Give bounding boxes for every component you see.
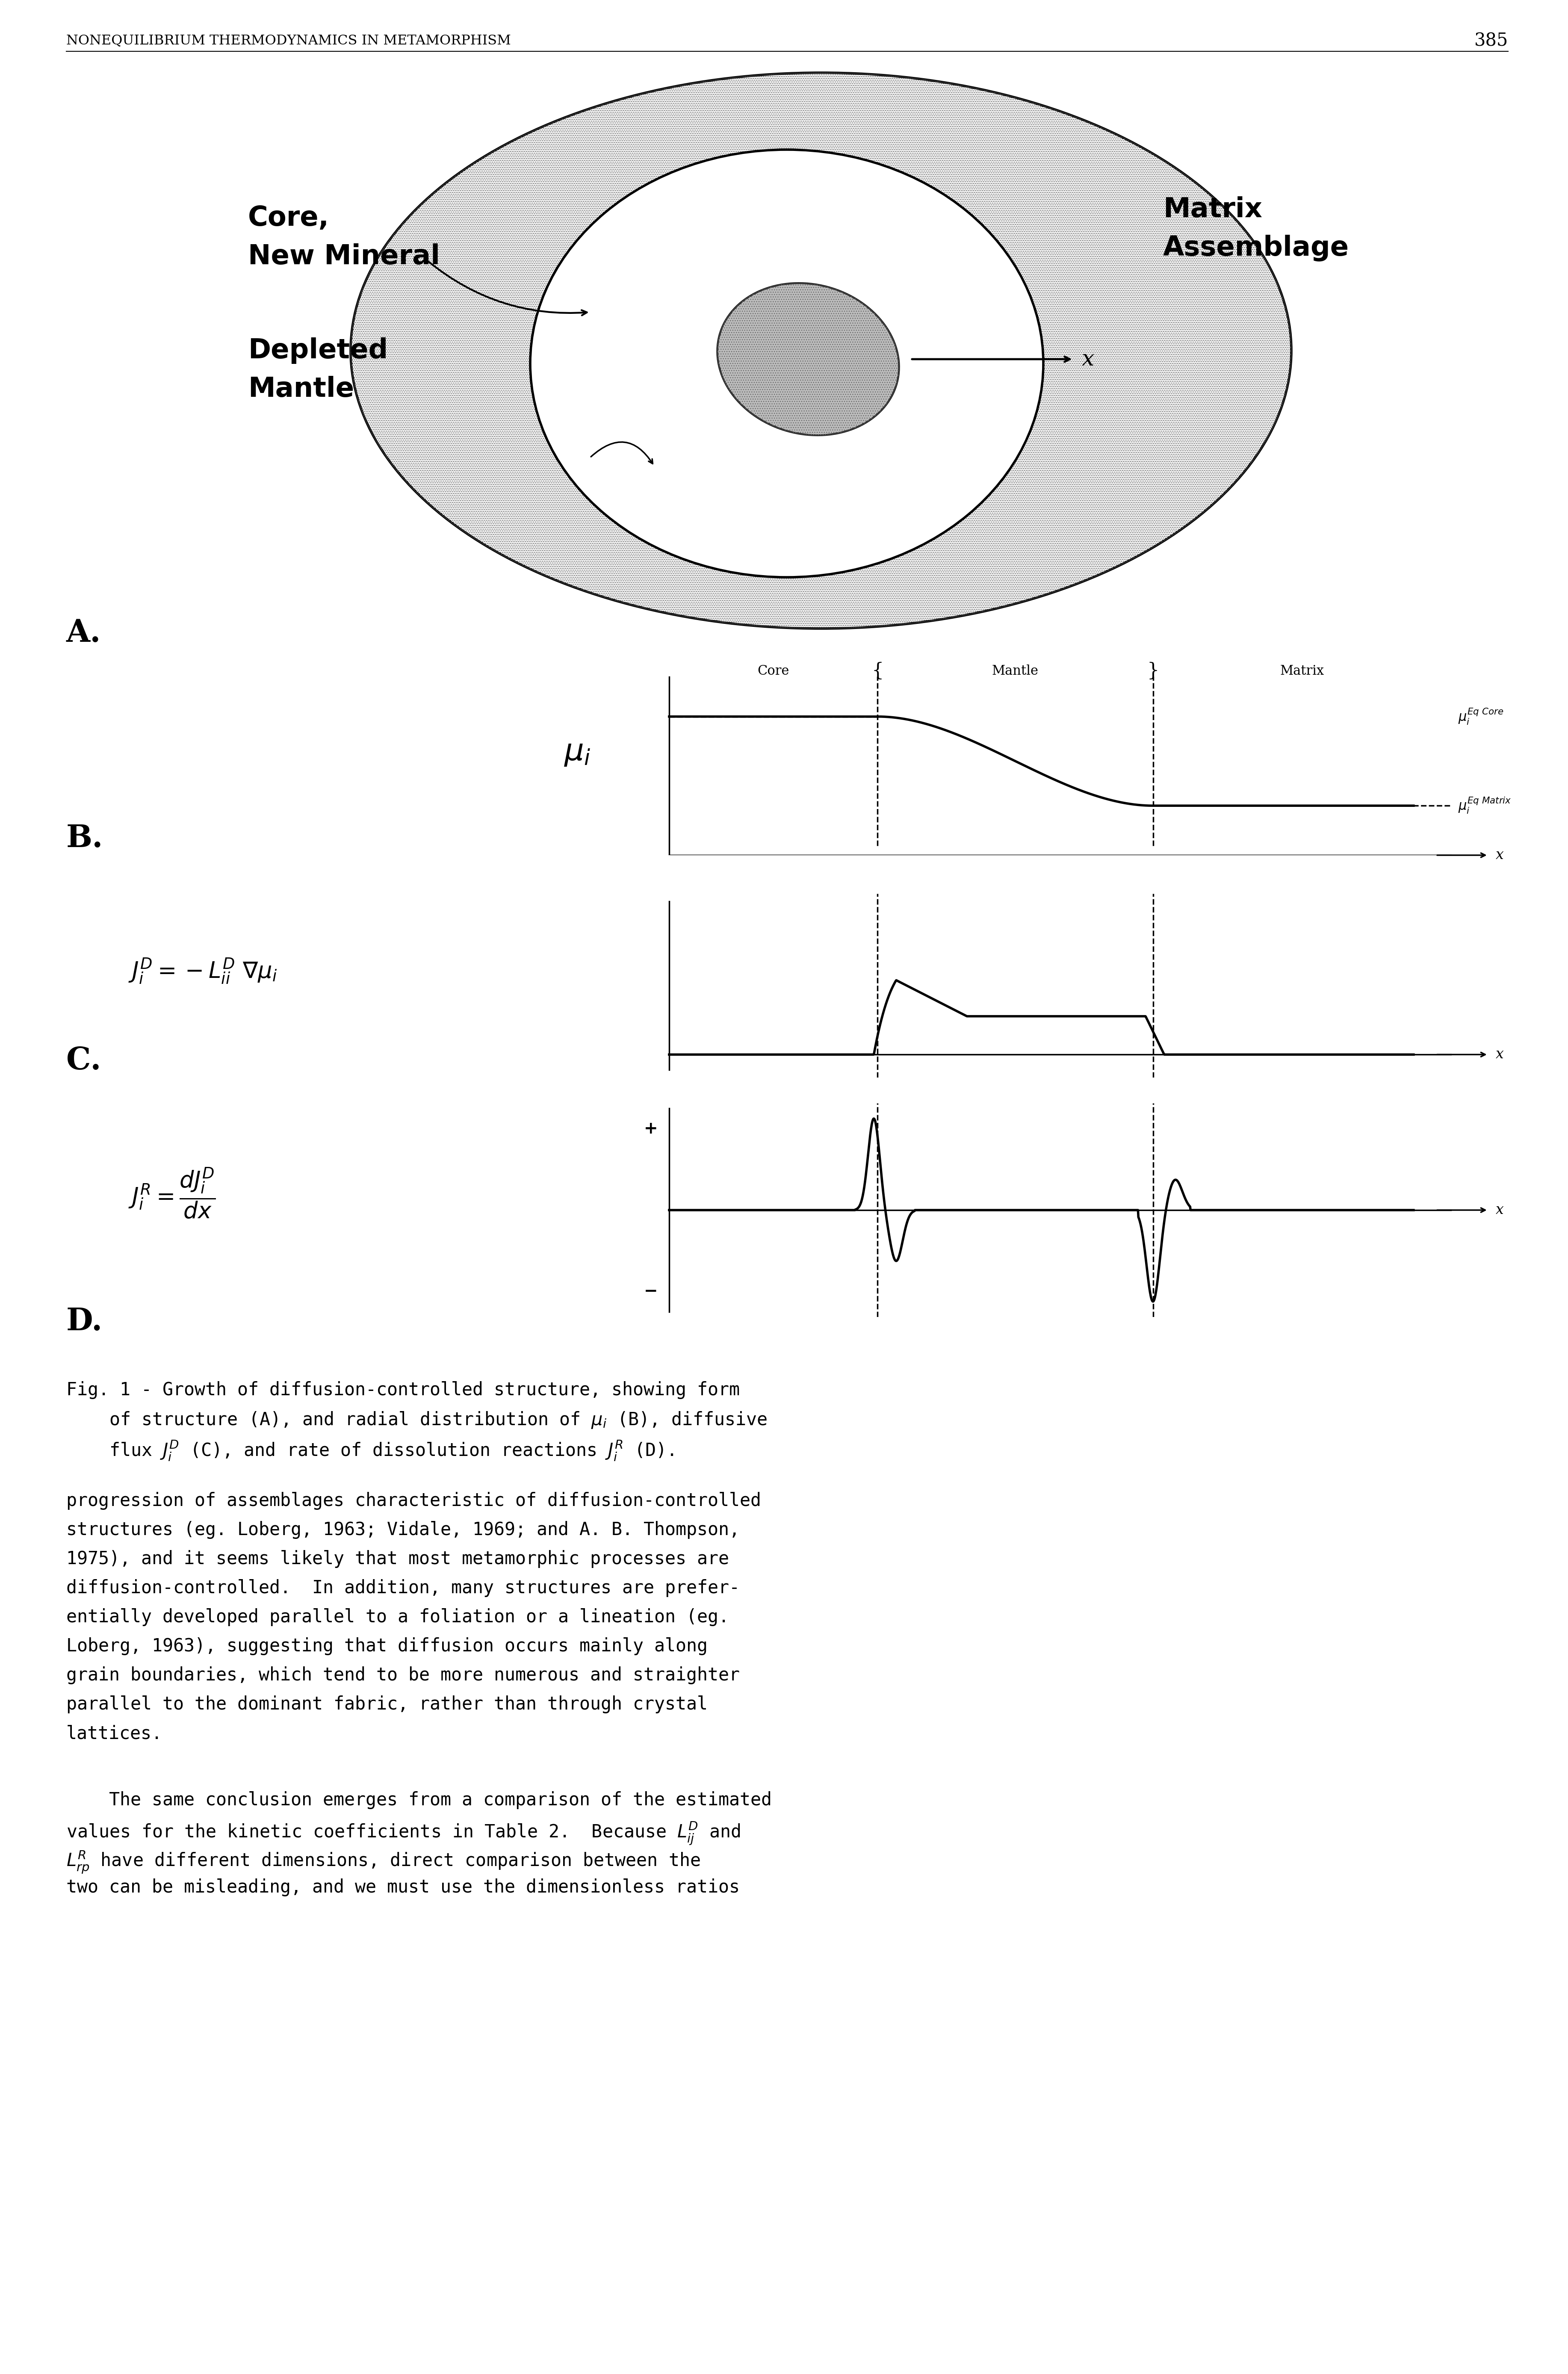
Text: x: x	[1496, 1204, 1504, 1218]
Text: Depleted: Depleted	[248, 337, 387, 363]
Text: The same conclusion emerges from a comparison of the estimated: The same conclusion emerges from a compa…	[66, 1792, 771, 1809]
Ellipse shape	[351, 74, 1292, 629]
Text: Core,: Core,	[248, 204, 329, 230]
Text: x: x	[1496, 848, 1504, 862]
Text: +: +	[644, 1121, 659, 1137]
Text: {: {	[872, 662, 884, 681]
Text: $L_{rp}^{R}$ have different dimensions, direct comparison between the: $L_{rp}^{R}$ have different dimensions, …	[66, 1849, 701, 1875]
Text: x: x	[1496, 1047, 1504, 1061]
Text: 385: 385	[1474, 31, 1508, 50]
Text: structures (eg. Loberg, 1963; Vidale, 1969; and A. B. Thompson,: structures (eg. Loberg, 1963; Vidale, 19…	[66, 1522, 740, 1538]
Text: progression of assemblages characteristic of diffusion-controlled: progression of assemblages characteristi…	[66, 1491, 760, 1510]
Text: $J_i^R = \dfrac{dJ_i^D}{dx}$: $J_i^R = \dfrac{dJ_i^D}{dx}$	[129, 1166, 216, 1220]
Text: B.: B.	[66, 824, 103, 852]
Text: x: x	[1082, 349, 1094, 370]
FancyArrowPatch shape	[591, 442, 652, 463]
Text: parallel to the dominant fabric, rather than through crystal: parallel to the dominant fabric, rather …	[66, 1695, 707, 1714]
Text: of structure (A), and radial distribution of $\mu_i$ (B), diffusive: of structure (A), and radial distributio…	[66, 1410, 767, 1429]
Ellipse shape	[530, 150, 1043, 577]
Text: 1975), and it seems likely that most metamorphic processes are: 1975), and it seems likely that most met…	[66, 1550, 729, 1567]
Text: Fig. 1 - Growth of diffusion-controlled structure, showing form: Fig. 1 - Growth of diffusion-controlled …	[66, 1382, 740, 1398]
Text: two can be misleading, and we must use the dimensionless ratios: two can be misleading, and we must use t…	[66, 1878, 740, 1897]
Text: $\mu_i^{Eq\ Matrix}$: $\mu_i^{Eq\ Matrix}$	[1458, 795, 1512, 814]
Text: }: }	[1146, 662, 1159, 681]
Text: NONEQUILIBRIUM THERMODYNAMICS IN METAMORPHISM: NONEQUILIBRIUM THERMODYNAMICS IN METAMOR…	[66, 33, 511, 47]
Text: $\mu_i$: $\mu_i$	[564, 738, 591, 767]
Text: D.: D.	[66, 1306, 103, 1337]
Text: $\mu_i^{Eq\ Core}$: $\mu_i^{Eq\ Core}$	[1458, 707, 1504, 726]
Text: A.: A.	[66, 617, 100, 648]
Text: $J_i^D = - L_{ii}^D\ \nabla\mu_i$: $J_i^D = - L_{ii}^D\ \nabla\mu_i$	[129, 957, 278, 985]
Text: values for the kinetic coefficients in Table 2.  Because $L_{ij}^{D}$ and: values for the kinetic coefficients in T…	[66, 1821, 740, 1847]
Text: Loberg, 1963), suggesting that diffusion occurs mainly along: Loberg, 1963), suggesting that diffusion…	[66, 1638, 707, 1655]
Text: −: −	[644, 1284, 659, 1299]
Text: Matrix: Matrix	[1279, 665, 1323, 677]
Text: diffusion-controlled.  In addition, many structures are prefer-: diffusion-controlled. In addition, many …	[66, 1579, 740, 1598]
Text: Core: Core	[757, 665, 789, 677]
Text: New Mineral: New Mineral	[248, 242, 441, 271]
Text: Matrix: Matrix	[1163, 197, 1262, 223]
Text: flux $J_i^D$ (C), and rate of dissolution reactions $J_i^R$ (D).: flux $J_i^D$ (C), and rate of dissolutio…	[66, 1439, 674, 1462]
Text: C.: C.	[66, 1045, 100, 1075]
Text: Assemblage: Assemblage	[1163, 235, 1348, 261]
Text: Mantle: Mantle	[248, 375, 354, 401]
Text: entially developed parallel to a foliation or a lineation (eg.: entially developed parallel to a foliati…	[66, 1607, 729, 1626]
Text: lattices.: lattices.	[66, 1724, 163, 1743]
Ellipse shape	[717, 283, 898, 434]
Text: grain boundaries, which tend to be more numerous and straighter: grain boundaries, which tend to be more …	[66, 1667, 740, 1683]
Text: Mantle: Mantle	[993, 665, 1038, 677]
